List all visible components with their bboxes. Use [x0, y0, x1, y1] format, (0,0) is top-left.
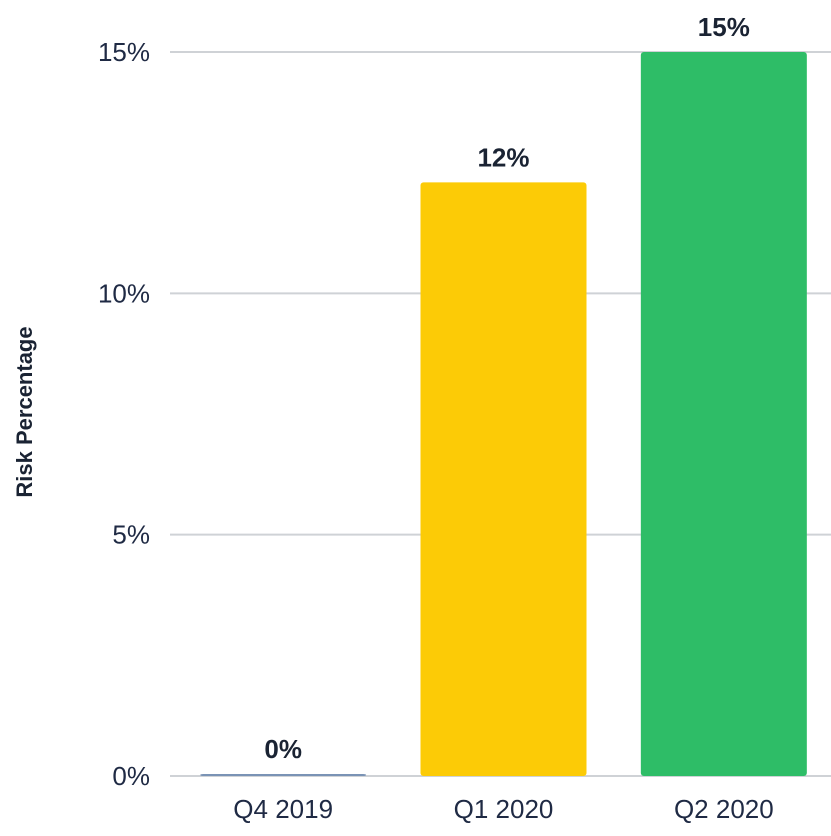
- data-labels: 0% 12% 15%: [264, 12, 749, 764]
- x-tick-label: Q1 2020: [454, 794, 554, 824]
- x-tick-label: Q4 2019: [233, 794, 333, 824]
- data-label: 12%: [477, 142, 529, 172]
- bar-q2-2020: [640, 52, 807, 776]
- x-tick-label: Q2 2020: [674, 794, 774, 824]
- y-tick-label: 0%: [112, 761, 150, 791]
- y-axis-label: Risk Percentage: [12, 326, 37, 497]
- data-label: 15%: [698, 12, 750, 42]
- axis-ticks: 0% 5% 10% 15% Q4 2019 Q1 2020 Q2 2020: [98, 37, 774, 824]
- y-tick-label: 10%: [98, 278, 150, 308]
- data-label: 0%: [264, 734, 302, 764]
- y-tick-label: 5%: [112, 520, 150, 550]
- y-tick-label: 15%: [98, 37, 150, 67]
- bars: [200, 52, 807, 776]
- bar-q4-2019: [200, 774, 367, 776]
- bar-q1-2020: [420, 182, 587, 776]
